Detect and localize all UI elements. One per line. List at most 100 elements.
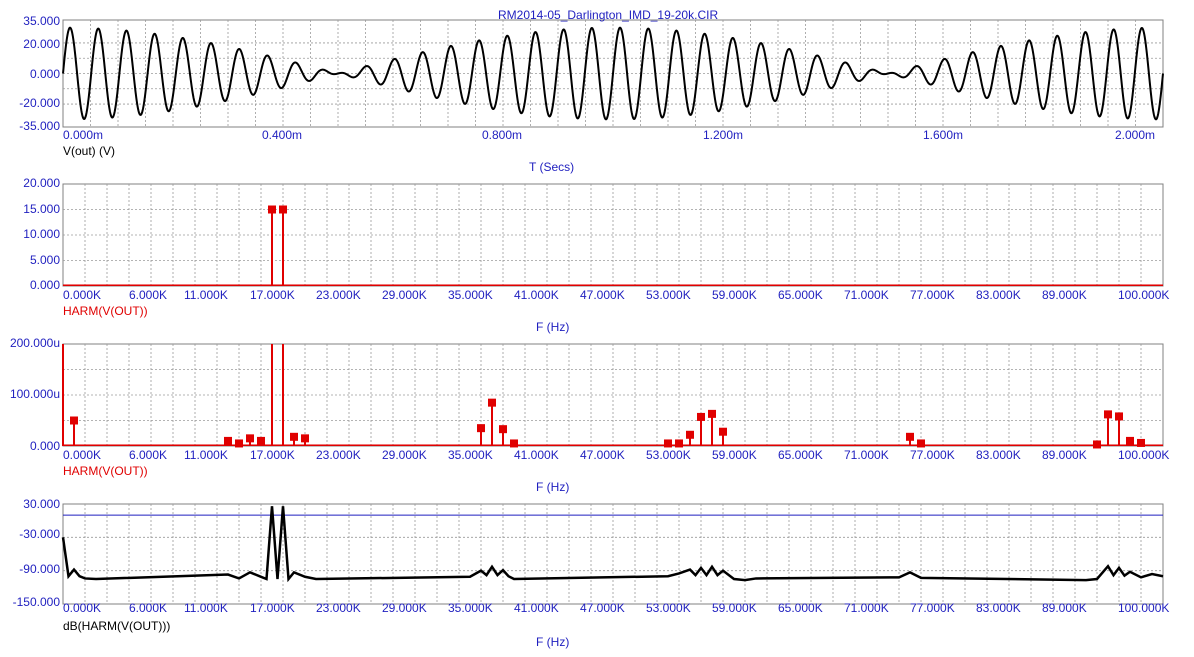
x-tick-label: 77.000K	[910, 601, 955, 615]
harmonic-marker	[697, 412, 705, 421]
x-tick-label: 6.000K	[129, 601, 168, 615]
y-tick-label: 20.000	[23, 37, 60, 51]
harmonic-marker	[1137, 438, 1145, 447]
harmonic-marker	[477, 424, 485, 433]
x-axis-title: F (Hz)	[536, 480, 570, 494]
x-tick-label: 77.000K	[910, 448, 955, 462]
trace-label[interactable]: HARM(V(OUT))	[63, 304, 148, 318]
x-tick-label: 0.000K	[63, 448, 102, 462]
x-tick-label: 23.000K	[316, 448, 361, 462]
x-tick-label: 65.000K	[778, 448, 823, 462]
harmonic-marker	[1093, 440, 1101, 449]
harmonic-marker	[1104, 410, 1112, 419]
x-tick-label: 71.000K	[844, 288, 889, 302]
y-tick-label: 0.000	[29, 67, 60, 81]
x-tick-label: 35.000K	[448, 448, 493, 462]
y-tick-label: 35.000	[23, 14, 60, 28]
window-title: RM2014-05_Darlington_IMD_19-20k.CIR	[498, 8, 719, 22]
harmonic-marker	[235, 439, 243, 448]
harmonic-marker	[1115, 412, 1123, 421]
x-tick-label: 11.000K	[184, 601, 228, 615]
x-axis-title: F (Hz)	[536, 320, 570, 334]
x-tick-label: 35.000K	[448, 288, 493, 302]
trace-label[interactable]: HARM(V(OUT))	[63, 464, 148, 478]
x-tick-label: 41.000K	[514, 448, 559, 462]
y-tick-label: -35.000	[19, 119, 60, 133]
harmonic-marker	[499, 425, 507, 434]
x-tick-label: 1.200m	[703, 128, 744, 142]
x-tick-label: 0.800m	[482, 128, 523, 142]
trace-label[interactable]: V(out) (V)	[63, 144, 116, 158]
y-tick-label: 15.000	[23, 202, 60, 216]
x-tick-label: 11.000K	[184, 288, 228, 302]
x-tick-label: 23.000K	[316, 601, 361, 615]
trace-label[interactable]: dB(HARM(V(OUT)))	[63, 619, 171, 633]
x-tick-label: 41.000K	[514, 601, 559, 615]
noise-floor-band	[63, 284, 1163, 286]
x-tick-label: 89.000K	[1042, 288, 1087, 302]
x-tick-label: 65.000K	[778, 601, 823, 615]
harmonic-marker	[268, 205, 276, 214]
x-tick-label: 0.000K	[63, 288, 102, 302]
x-tick-label: 11.000K	[184, 448, 228, 462]
y-tick-label: -30.000	[19, 527, 60, 541]
harmonic-marker	[510, 439, 518, 448]
x-tick-label: 29.000K	[382, 448, 427, 462]
harmonic-marker	[917, 439, 925, 448]
x-tick-label: 1.600m	[923, 128, 964, 142]
x-tick-label: 59.000K	[712, 601, 757, 615]
x-tick-label: 71.000K	[844, 448, 889, 462]
y-tick-label: 200.000u	[9, 336, 60, 350]
y-tick-label: -20.000	[19, 96, 60, 110]
x-tick-label: 41.000K	[514, 288, 559, 302]
y-tick-label: 30.000	[23, 497, 60, 511]
x-tick-label: 35.000K	[448, 601, 493, 615]
x-tick-label: 0.000K	[63, 601, 102, 615]
harmonic-marker	[70, 416, 78, 425]
x-tick-label: 47.000K	[580, 288, 625, 302]
x-tick-label: 6.000K	[129, 448, 168, 462]
y-tick-label: 0.000	[29, 278, 60, 292]
x-axis-title: T (Secs)	[529, 160, 575, 174]
x-tick-label: 77.000K	[910, 288, 955, 302]
x-tick-label: 65.000K	[778, 288, 823, 302]
x-tick-label: 17.000K	[250, 288, 295, 302]
x-tick-label: 83.000K	[976, 601, 1021, 615]
y-tick-label: -150.000	[12, 595, 60, 609]
x-tick-label: 100.000K	[1118, 288, 1170, 302]
x-tick-label: 2.000m	[1115, 128, 1156, 142]
y-tick-label: 10.000	[23, 227, 60, 241]
x-tick-label: 17.000K	[250, 448, 295, 462]
x-tick-label: 53.000K	[646, 601, 691, 615]
harmonic-marker	[675, 439, 683, 448]
x-tick-label: 71.000K	[844, 601, 889, 615]
x-tick-label: 23.000K	[316, 288, 361, 302]
harmonic-marker	[257, 436, 265, 445]
x-tick-label: 100.000K	[1118, 448, 1170, 462]
harmonic-marker	[279, 205, 287, 214]
y-tick-label: 5.000	[29, 253, 60, 267]
harmonic-marker	[1126, 436, 1134, 445]
harmonic-marker	[708, 409, 716, 418]
waveform-trace	[62, 26, 1164, 121]
y-tick-label: 0.000	[29, 439, 60, 453]
x-tick-label: 6.000K	[129, 288, 168, 302]
y-tick-label: 100.000u	[9, 387, 60, 401]
x-tick-label: 0.400m	[262, 128, 303, 142]
harmonic-marker	[488, 398, 496, 407]
x-tick-label: 0.000m	[63, 128, 104, 142]
db-trace	[61, 506, 1164, 583]
harmonic-marker	[719, 427, 727, 436]
x-tick-label: 59.000K	[712, 288, 757, 302]
harmonic-marker	[246, 434, 254, 443]
harmonic-marker	[686, 430, 694, 439]
x-tick-label: 83.000K	[976, 288, 1021, 302]
x-tick-label: 89.000K	[1042, 601, 1087, 615]
x-tick-label: 47.000K	[580, 601, 625, 615]
harmonic-marker	[224, 436, 232, 445]
harmonic-marker	[906, 432, 914, 441]
harmonic-marker	[301, 434, 309, 443]
x-tick-label: 53.000K	[646, 448, 691, 462]
